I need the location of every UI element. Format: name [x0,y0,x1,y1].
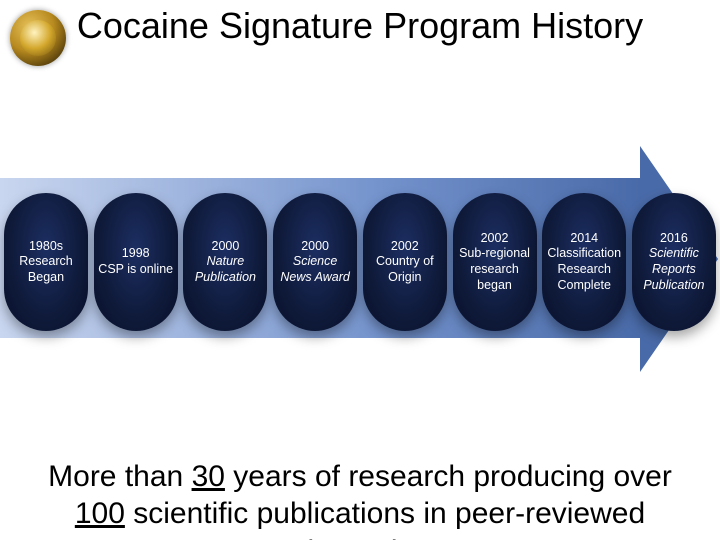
summary-clip: More than 30 years of research producing… [0,410,720,540]
milestone-year: 2002 [391,239,419,255]
milestone-year: 2002 [481,231,509,247]
milestone-desc: Scientific Reports Publication [636,246,712,293]
milestone-desc: Sub-regional research began [457,246,533,293]
milestone-pill: 2002 Sub-regional research began [453,193,537,331]
milestone-year: 2016 [660,231,688,247]
summary-text: More than 30 years of research producing… [0,458,720,540]
summary-pubs: 100 [75,497,125,530]
milestone-year: 2014 [570,231,598,247]
milestone-desc: Country of Origin [367,254,443,285]
milestone-year: 2000 [212,239,240,255]
milestone-pill: 1980s Research Began [4,193,88,331]
milestone-year: 1998 [122,246,150,262]
milestone-desc: Science News Award [277,254,353,285]
summary-mid2: scientific publications in peer-reviewed… [125,497,645,540]
milestone-year: 1980s [29,239,63,255]
milestone-desc: Nature Publication [187,254,263,285]
timeline-milestones: 1980s Research Began 1998 CSP is online … [4,192,716,332]
milestone-desc: CSP is online [98,262,173,278]
summary-years: 30 [192,460,225,493]
milestone-desc: Classification Research Complete [546,246,622,293]
milestone-pill: 2016 Scientific Reports Publication [632,193,716,331]
milestone-pill: 2002 Country of Origin [363,193,447,331]
summary-prefix: More than [48,460,191,493]
milestone-pill: 2000 Science News Award [273,193,357,331]
summary-mid1: years of research producing over [225,460,672,493]
milestone-desc: Research Began [8,254,84,285]
milestone-year: 2000 [301,239,329,255]
milestone-pill: 2014 Classification Research Complete [542,193,626,331]
milestone-pill: 1998 CSP is online [94,193,178,331]
milestone-pill: 2000 Nature Publication [183,193,267,331]
slide-title: Cocaine Signature Program History [0,6,720,46]
